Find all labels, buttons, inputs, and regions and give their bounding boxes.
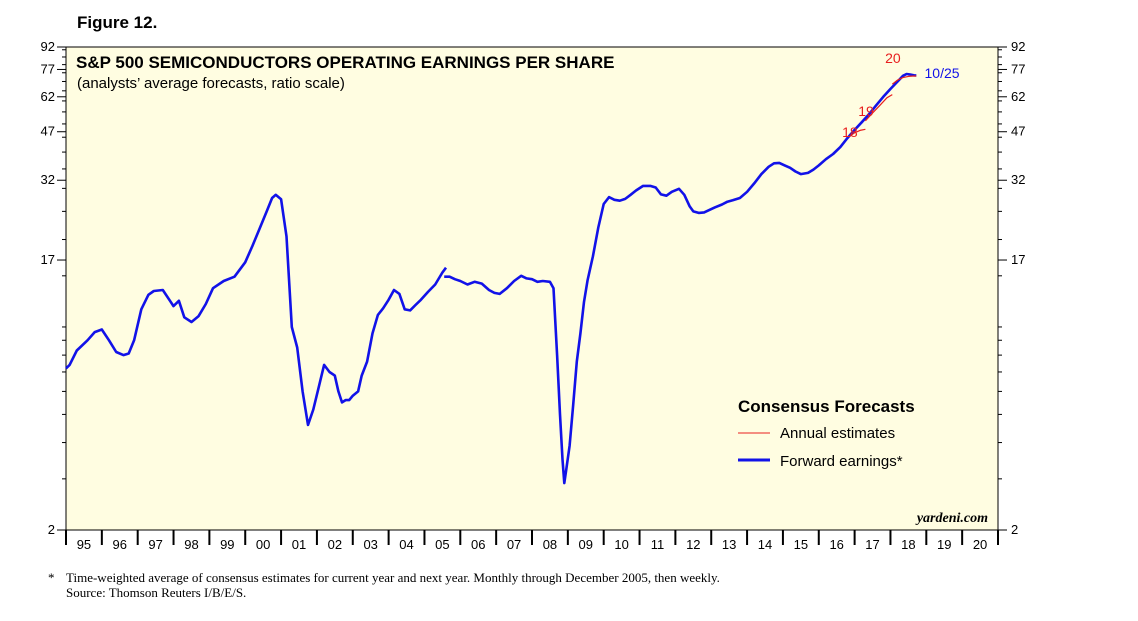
footnote-line-1: * Time-weighted average of consensus esti… <box>48 570 720 585</box>
annual-series-line <box>891 75 917 85</box>
forward-series-line <box>65 193 448 427</box>
x-tick-label: 09 <box>579 537 593 552</box>
legend-forward-label: Forward earnings* <box>780 453 903 470</box>
x-tick-label: 19 <box>937 537 951 552</box>
x-tick-label: 98 <box>184 537 198 552</box>
x-tick-label: 04 <box>399 537 413 552</box>
footnote-text: Time-weighted average of consensus estim… <box>66 570 720 585</box>
legend-title: Consensus Forecasts <box>738 397 915 416</box>
y-tick-label-right: 2 <box>1011 522 1018 537</box>
right-y-axis: 2 17 32 47 62 77 92 <box>998 39 1025 537</box>
y-tick-label-left: 62 <box>41 89 55 104</box>
annual-series-line <box>864 94 893 122</box>
left-y-axis: 2 17 32 47 62 77 92 <box>41 39 66 537</box>
y-tick-label-left: 47 <box>41 124 55 139</box>
y-tick-label-right: 32 <box>1011 172 1025 187</box>
x-tick-label: 97 <box>148 537 162 552</box>
legend: Consensus Forecasts Annual estimates For… <box>738 397 915 470</box>
source-credit: yardeni.com <box>915 511 988 526</box>
y-tick-label-left: 77 <box>41 61 55 76</box>
latest-date-label: 10/25 <box>925 65 960 81</box>
chart-subtitle: (analysts’ average forecasts, ratio scal… <box>77 75 345 92</box>
x-tick-label: 18 <box>901 537 915 552</box>
y-tick-label-right: 77 <box>1011 61 1025 76</box>
footnote-source: Source: Thomson Reuters I/B/E/S. <box>66 585 247 600</box>
x-tick-label: 96 <box>113 537 127 552</box>
x-tick-label: 10 <box>614 537 628 552</box>
annual-series-line <box>848 128 866 138</box>
x-tick-label: 14 <box>758 537 772 552</box>
x-tick-label: 15 <box>794 537 808 552</box>
x-tick-label: 05 <box>435 537 449 552</box>
chart-title: S&P 500 SEMICONDUCTORS OPERATING EARNING… <box>76 53 614 72</box>
x-tick-label: 16 <box>829 537 843 552</box>
annual-year-label: 18 <box>842 124 858 140</box>
y-tick-label-left: 32 <box>41 172 55 187</box>
y-tick-label-left: 92 <box>41 39 55 54</box>
annual-year-label: 20 <box>885 50 901 66</box>
footnote-marker: * <box>48 570 55 585</box>
plot-area <box>65 46 999 531</box>
figure-label: Figure 12. <box>77 13 158 32</box>
x-tick-label: 08 <box>543 537 557 552</box>
x-tick-label: 13 <box>722 537 736 552</box>
forward-series-line <box>444 72 917 485</box>
x-axis: 95 96 97 98 99 00 01 02 03 04 05 06 07 08 09 10 11 12 13 14… <box>65 530 999 552</box>
y-tick-label-right: 92 <box>1011 39 1025 54</box>
x-tick-label: 01 <box>292 537 306 552</box>
annual-year-label: 19 <box>858 103 874 119</box>
legend-annual-label: Annual estimates <box>780 425 895 442</box>
x-tick-label: 12 <box>686 537 700 552</box>
x-tick-label: 02 <box>328 537 342 552</box>
y-tick-label-right: 17 <box>1011 252 1025 267</box>
x-tick-label: 11 <box>651 537 665 552</box>
x-tick-label: 03 <box>363 537 377 552</box>
y-tick-label-right: 62 <box>1011 89 1025 104</box>
x-tick-label: 99 <box>220 537 234 552</box>
y-tick-label-right: 47 <box>1011 124 1025 139</box>
x-tick-label: 06 <box>471 537 485 552</box>
x-tick-label: 00 <box>256 537 270 552</box>
y-tick-label-left: 17 <box>41 252 55 267</box>
x-tick-label: 07 <box>507 537 521 552</box>
y-tick-label-left: 2 <box>48 522 55 537</box>
x-tick-label: 20 <box>973 537 987 552</box>
footnote: * Time-weighted average of consensus esti… <box>48 570 720 600</box>
x-tick-label: 17 <box>865 537 879 552</box>
x-tick-label: 95 <box>77 537 91 552</box>
